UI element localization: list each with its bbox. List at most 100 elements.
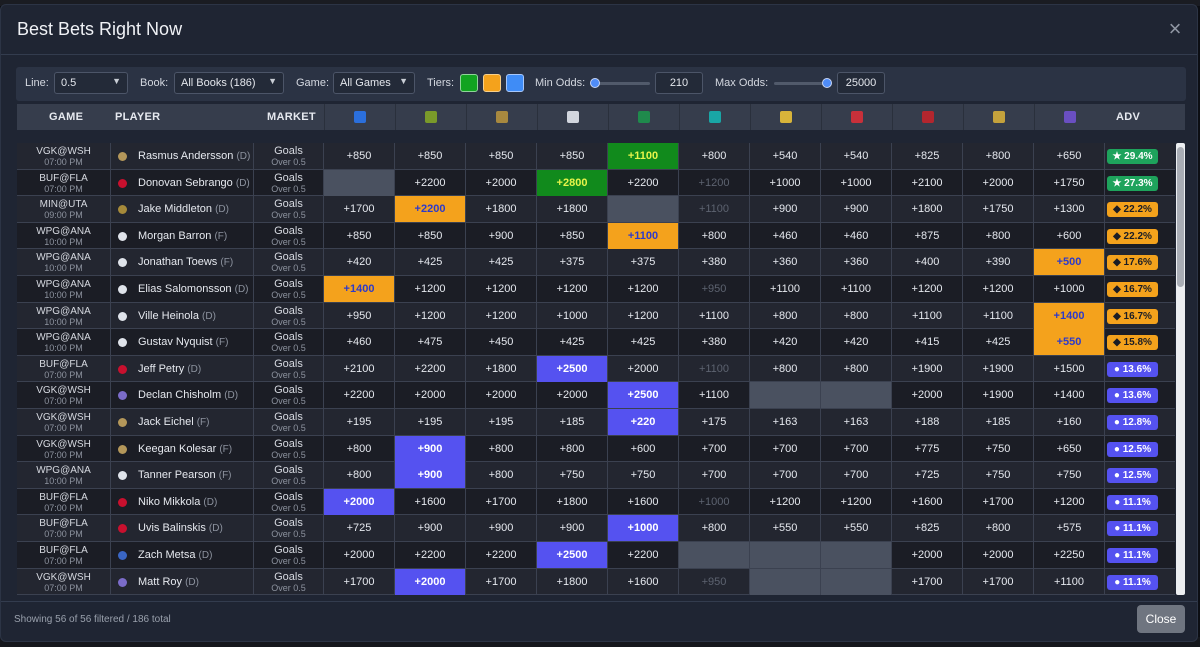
odds-cell[interactable]: +900 <box>395 435 466 462</box>
odds-cell[interactable]: +1700 <box>892 568 963 595</box>
odds-cell[interactable]: +450 <box>466 329 537 356</box>
odds-cell[interactable]: +550 <box>750 515 821 542</box>
odds-cell[interactable]: +1200 <box>395 302 466 329</box>
odds-cell[interactable]: +2200 <box>395 169 466 196</box>
odds-cell[interactable]: +875 <box>892 222 963 249</box>
odds-cell[interactable]: +1000 <box>679 488 750 515</box>
odds-cell[interactable]: +575 <box>1034 515 1105 542</box>
odds-cell[interactable]: +1100 <box>679 302 750 329</box>
odds-cell[interactable]: +950 <box>324 302 395 329</box>
odds-cell[interactable]: +800 <box>821 302 892 329</box>
odds-cell[interactable]: +900 <box>466 222 537 249</box>
odds-cell[interactable]: +800 <box>821 355 892 382</box>
odds-cell[interactable]: +550 <box>1034 329 1105 356</box>
min-odds-input[interactable]: 210 <box>655 72 703 94</box>
odds-cell[interactable]: +950 <box>679 568 750 595</box>
odds-cell[interactable]: +1700 <box>324 196 395 223</box>
odds-cell[interactable]: +700 <box>821 462 892 489</box>
odds-cell[interactable]: +1400 <box>1034 302 1105 329</box>
odds-cell[interactable]: +1200 <box>395 276 466 302</box>
odds-cell[interactable]: +800 <box>963 515 1034 542</box>
odds-cell[interactable]: +700 <box>679 435 750 462</box>
odds-cell[interactable]: +2800 <box>537 169 608 196</box>
odds-cell[interactable] <box>821 542 892 568</box>
column-header-book[interactable] <box>679 104 750 130</box>
odds-cell[interactable]: +195 <box>395 409 466 435</box>
table-row[interactable]: WPG@ANA 10:00 PM Tanner Pearson (F) Goals Ov… <box>17 462 1175 489</box>
odds-cell[interactable]: +425 <box>466 249 537 276</box>
odds-cell[interactable]: +2000 <box>395 382 466 409</box>
odds-cell[interactable]: +900 <box>537 515 608 542</box>
odds-cell[interactable]: +1500 <box>1034 355 1105 382</box>
min-odds-slider-handle[interactable] <box>590 78 600 88</box>
odds-cell[interactable]: +750 <box>608 462 679 489</box>
odds-cell[interactable]: +1900 <box>963 355 1034 382</box>
odds-cell[interactable]: +800 <box>324 435 395 462</box>
odds-cell[interactable]: +2000 <box>537 382 608 409</box>
odds-cell[interactable]: +540 <box>821 143 892 169</box>
column-header-book[interactable] <box>1034 104 1105 130</box>
odds-cell[interactable]: +825 <box>892 515 963 542</box>
table-row[interactable]: BUF@FLA 07:00 PM Niko Mikkola (D) Goals Over… <box>17 488 1175 516</box>
odds-cell[interactable]: +2500 <box>537 355 608 382</box>
odds-cell[interactable]: +850 <box>324 222 395 249</box>
odds-cell[interactable]: +1100 <box>821 276 892 302</box>
odds-cell[interactable]: +425 <box>608 329 679 356</box>
odds-cell[interactable]: +360 <box>750 249 821 276</box>
column-header-book[interactable] <box>395 104 466 130</box>
odds-cell[interactable]: +1750 <box>963 196 1034 223</box>
odds-cell[interactable]: +1000 <box>821 169 892 196</box>
tier-toggle-blue[interactable] <box>506 74 524 92</box>
odds-cell[interactable]: +2250 <box>1034 542 1105 568</box>
odds-cell[interactable]: +850 <box>466 143 537 169</box>
odds-cell[interactable]: +700 <box>750 462 821 489</box>
odds-cell[interactable] <box>821 568 892 595</box>
odds-cell[interactable]: +185 <box>963 409 1034 435</box>
odds-cell[interactable]: +850 <box>395 143 466 169</box>
odds-cell[interactable]: +1600 <box>608 568 679 595</box>
odds-cell[interactable]: +400 <box>892 249 963 276</box>
close-button[interactable]: Close <box>1137 605 1185 633</box>
odds-cell[interactable]: +800 <box>679 222 750 249</box>
odds-cell[interactable] <box>679 542 750 568</box>
odds-cell[interactable]: +220 <box>608 409 679 435</box>
odds-cell[interactable]: +1200 <box>608 276 679 302</box>
table-row[interactable]: VGK@WSH 07:00 PM Rasmus Andersson (D) Goals… <box>17 143 1175 170</box>
odds-cell[interactable]: +1100 <box>608 222 679 249</box>
line-select[interactable]: 0.5 ▼ <box>54 72 128 94</box>
odds-cell[interactable]: +420 <box>324 249 395 276</box>
tier-toggle-green[interactable] <box>460 74 478 92</box>
odds-cell[interactable]: +1100 <box>1034 568 1105 595</box>
odds-cell[interactable]: +1400 <box>1034 382 1105 409</box>
odds-cell[interactable]: +1800 <box>537 196 608 223</box>
odds-cell[interactable]: +1100 <box>679 382 750 409</box>
odds-cell[interactable] <box>750 542 821 568</box>
odds-cell[interactable]: +800 <box>679 143 750 169</box>
odds-cell[interactable]: +725 <box>892 462 963 489</box>
odds-cell[interactable]: +2000 <box>395 568 466 595</box>
odds-cell[interactable]: +1100 <box>963 302 1034 329</box>
odds-cell[interactable]: +1900 <box>892 355 963 382</box>
odds-cell[interactable]: +1700 <box>466 568 537 595</box>
odds-cell[interactable]: +2200 <box>608 542 679 568</box>
table-row[interactable]: VGK@WSH 07:00 PM Keegan Kolesar (F) Goals Ov… <box>17 435 1175 463</box>
odds-cell[interactable]: +800 <box>324 462 395 489</box>
odds-cell[interactable]: +900 <box>395 515 466 542</box>
odds-cell[interactable]: +800 <box>537 435 608 462</box>
odds-cell[interactable]: +850 <box>324 143 395 169</box>
odds-cell[interactable]: +900 <box>750 196 821 223</box>
odds-cell[interactable]: +800 <box>963 222 1034 249</box>
odds-cell[interactable]: +2200 <box>395 355 466 382</box>
odds-cell[interactable]: +375 <box>608 249 679 276</box>
odds-cell[interactable]: +2000 <box>324 488 395 515</box>
odds-cell[interactable]: +1800 <box>537 488 608 515</box>
odds-cell[interactable]: +950 <box>679 276 750 302</box>
odds-cell[interactable]: +1100 <box>679 355 750 382</box>
odds-cell[interactable]: +1200 <box>679 169 750 196</box>
odds-cell[interactable]: +390 <box>963 249 1034 276</box>
odds-cell[interactable]: +600 <box>608 435 679 462</box>
odds-cell[interactable]: +420 <box>821 329 892 356</box>
odds-cell[interactable]: +195 <box>324 409 395 435</box>
odds-cell[interactable]: +1200 <box>750 488 821 515</box>
column-header-adv[interactable]: ADV <box>1116 111 1141 123</box>
